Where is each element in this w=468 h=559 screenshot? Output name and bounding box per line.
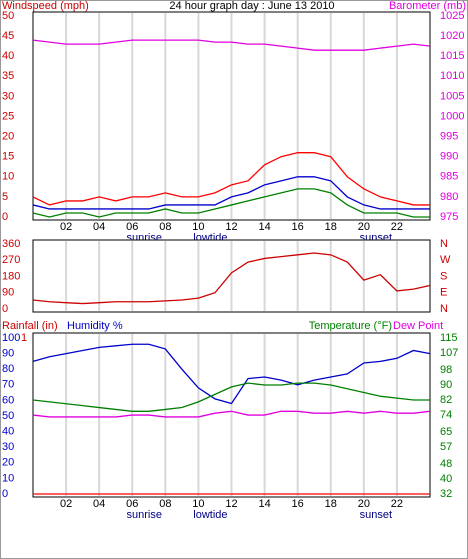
y2-tick-label: 1025 — [440, 10, 464, 22]
x-tick-label: 08 — [159, 498, 171, 510]
y2-tick-label: N — [440, 303, 448, 315]
annotation: lowtide — [193, 509, 227, 521]
y-tick-label: 60 — [2, 394, 14, 406]
y-tick-label: 90 — [2, 287, 14, 299]
chart-title: 24 hour graph day : June 13 2010 — [169, 0, 334, 12]
y-tick-label: 40 — [2, 50, 14, 62]
y-tick-label: 70 — [2, 379, 14, 391]
y2-tick-label: 115 — [440, 332, 458, 344]
x-tick-label: 02 — [60, 221, 72, 233]
y-tick-label: 15 — [2, 151, 14, 163]
y2-tick-label: 32 — [440, 488, 452, 500]
y2-tick-label: 74 — [440, 409, 452, 421]
y2-tick-label: 107 — [440, 347, 458, 359]
dew-label: Dew Point — [393, 320, 443, 332]
y2-tick-label: 990 — [440, 151, 458, 163]
x-tick-label: 06 — [126, 221, 138, 233]
y2-tick-label: 995 — [440, 131, 458, 143]
y-tick-label: 45 — [2, 30, 14, 42]
x-tick-label: 22 — [391, 221, 403, 233]
x-tick-label: 04 — [93, 221, 105, 233]
x-tick-label: 04 — [93, 498, 105, 510]
y-tick-label: 180 — [2, 270, 20, 282]
y-tick-label: 50 — [2, 410, 14, 422]
y-tick-label: 50 — [2, 10, 14, 22]
y-tick-label: 90 — [2, 348, 14, 360]
y-tick-label: 80 — [2, 363, 14, 375]
y-tick-label: 360 — [2, 238, 20, 250]
y2-tick-label: S — [440, 270, 447, 282]
y2-tick-label: 985 — [440, 171, 458, 183]
y2-tick-label: 40 — [440, 473, 452, 485]
x-tick-label: 18 — [325, 221, 337, 233]
y2-tick-label: 82 — [440, 394, 452, 406]
x-tick-label: 02 — [60, 498, 72, 510]
y-tick-label: 0 — [2, 303, 8, 315]
y2-tick-label: 90 — [440, 379, 452, 391]
y2-axis-label: Temperature (°F) — [309, 320, 392, 332]
y-tick-label: 270 — [2, 254, 20, 266]
annotation: sunrise — [127, 509, 162, 521]
y2-tick-label: 98 — [440, 364, 452, 376]
series-line — [32, 188, 430, 218]
x-tick-label: 22 — [391, 498, 403, 510]
y-axis-label: Windspeed (mph) — [2, 0, 89, 12]
x-tick-label: 16 — [292, 221, 304, 233]
x-tick-label: 18 — [325, 498, 337, 510]
series-line — [32, 252, 431, 305]
y2-axis-label: Barometer (mb) — [389, 0, 466, 12]
series-line — [32, 152, 430, 206]
x-tick-label: 16 — [292, 498, 304, 510]
y3-tick-label: 1 — [21, 332, 27, 344]
series-line — [32, 176, 430, 210]
y-tick-label: 25 — [2, 110, 14, 122]
y2-tick-label: 65 — [440, 426, 452, 438]
y-tick-label: 20 — [2, 131, 14, 143]
x-tick-label: 12 — [225, 221, 237, 233]
y2-tick-label: 1000 — [440, 110, 464, 122]
y3-axis-label: Rainfall (in) — [2, 320, 58, 332]
y-tick-label: 30 — [2, 90, 14, 102]
y-tick-label: 35 — [2, 70, 14, 82]
y-tick-label: 10 — [2, 171, 14, 183]
y2-tick-label: 1020 — [440, 30, 464, 42]
y-tick-label: 0 — [2, 488, 8, 500]
y2-tick-label: 1015 — [440, 50, 464, 62]
x-tick-label: 14 — [258, 221, 270, 233]
series-line — [32, 410, 431, 418]
y2-tick-label: 57 — [440, 441, 452, 453]
series-line — [32, 343, 431, 405]
y-tick-label: 100 — [2, 332, 20, 344]
x-tick-label: 14 — [258, 498, 270, 510]
y-axis-label: Humidity % — [67, 320, 123, 332]
series-line — [32, 39, 431, 51]
y2-tick-label: 48 — [440, 458, 452, 470]
y-tick-label: 20 — [2, 457, 14, 469]
y2-tick-label: 975 — [440, 211, 458, 223]
series-line — [32, 382, 430, 412]
y-tick-label: 5 — [2, 191, 8, 203]
x-tick-label: 10 — [192, 221, 204, 233]
x-tick-label: 10 — [192, 498, 204, 510]
x-tick-label: 12 — [225, 498, 237, 510]
x-tick-label: 20 — [358, 498, 370, 510]
y2-tick-label: 980 — [440, 191, 458, 203]
y-tick-label: 40 — [2, 426, 14, 438]
y-tick-label: 30 — [2, 441, 14, 453]
y-tick-label: 10 — [2, 472, 14, 484]
y-tick-label: 0 — [2, 211, 8, 223]
y2-tick-label: 1010 — [440, 70, 464, 82]
y2-tick-label: N — [440, 238, 448, 250]
x-tick-label: 20 — [358, 221, 370, 233]
y2-tick-label: 1005 — [440, 90, 464, 102]
annotation: sunset — [360, 509, 392, 521]
x-tick-label: 06 — [126, 498, 138, 510]
x-tick-label: 08 — [159, 221, 171, 233]
y2-tick-label: E — [440, 287, 447, 299]
y2-tick-label: W — [440, 254, 451, 266]
